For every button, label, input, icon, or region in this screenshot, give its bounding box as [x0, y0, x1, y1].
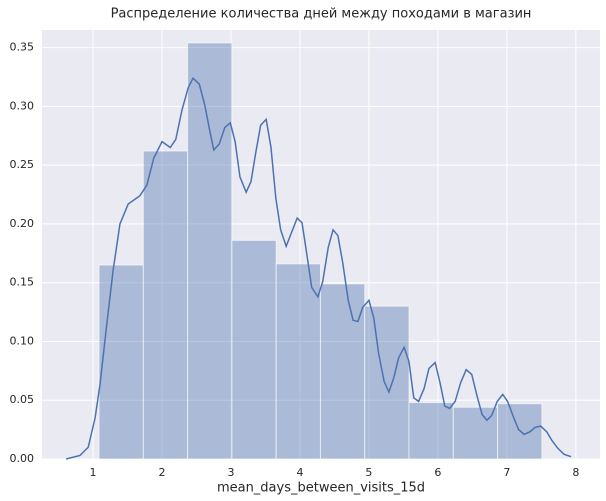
chart-title: Распределение количества дней между похо… — [111, 7, 532, 22]
x-axis-label: mean_days_between_visits_15d — [217, 481, 425, 496]
x-tick-label: 1 — [90, 466, 97, 479]
bar — [319, 283, 366, 460]
x-tick-label: 8 — [572, 466, 579, 479]
y-tick-label: 0.30 — [10, 99, 35, 112]
y-tick-label: 0.35 — [10, 41, 35, 54]
y-tick-label: 0.00 — [10, 452, 35, 465]
y-tick-label: 0.25 — [10, 158, 35, 171]
bar — [187, 42, 233, 460]
x-tick-label: 7 — [503, 466, 510, 479]
bar — [142, 150, 189, 460]
kde-line — [65, 76, 572, 460]
bar — [452, 406, 499, 460]
y-tick-label: 0.05 — [10, 393, 35, 406]
y-tick-label: 0.15 — [10, 276, 35, 289]
x-tick-label: 5 — [365, 466, 372, 479]
bar — [408, 402, 454, 460]
bar — [98, 264, 144, 460]
x-tick-label: 4 — [296, 466, 303, 479]
bar — [275, 263, 321, 460]
x-tick-label: 6 — [434, 466, 441, 479]
x-tick-label: 3 — [227, 466, 234, 479]
bar — [364, 305, 410, 460]
y-tick-label: 0.10 — [10, 334, 35, 347]
bar — [231, 239, 277, 460]
y-tick-label: 0.20 — [10, 217, 35, 230]
x-tick-label: 2 — [159, 466, 166, 479]
